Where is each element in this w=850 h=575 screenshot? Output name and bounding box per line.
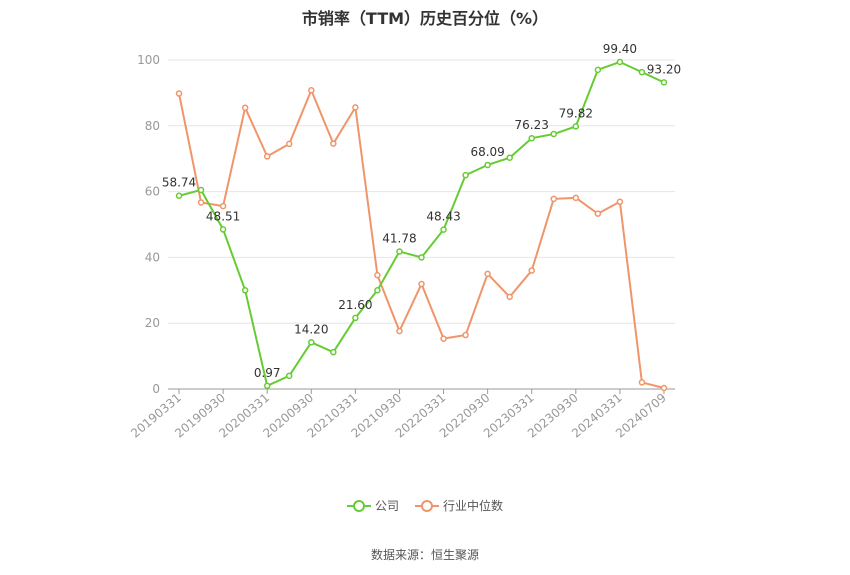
series-line-industry-median [178,89,665,389]
data-point-company[interactable] [352,314,359,322]
data-point-industry-median[interactable] [440,335,447,342]
data-point-company[interactable] [660,79,668,86]
data-label: 99.40 [603,42,637,56]
data-point-company[interactable] [462,171,469,179]
series-layer [175,58,668,392]
y-tick-label: 0 [152,382,160,396]
data-point-industry-median[interactable] [197,199,205,206]
data-label: 58.74 [162,176,196,190]
legend-label-industry-median: 行业中位数 [443,499,504,513]
data-point-industry-median[interactable] [418,280,425,288]
data-point-industry-median[interactable] [308,87,315,94]
data-label: 79.82 [559,106,593,120]
data-point-company[interactable] [484,161,491,169]
y-tick-label: 60 [145,185,160,199]
data-label: 41.78 [382,232,416,246]
data-point-industry-median[interactable] [352,104,359,111]
chart-title: 市销率（TTM）历史百分位（%） [301,9,549,28]
data-point-company[interactable] [418,254,425,261]
data-label: 68.09 [470,145,504,159]
y-tick-label: 80 [145,119,160,133]
line-chart: 0204060801002019033120190930202003312020… [128,42,681,441]
data-label: 48.51 [206,209,240,223]
y-tick-label: 100 [137,53,160,67]
data-point-industry-median[interactable] [506,293,513,301]
y-tick-label: 20 [145,316,160,330]
legend-label-company: 公司 [374,499,399,513]
data-point-industry-median[interactable] [572,194,580,202]
legend-swatch-company [346,499,371,513]
data-point-company[interactable] [440,226,447,233]
data-point-company[interactable] [175,192,183,199]
data-point-industry-median[interactable] [396,327,403,335]
data-point-industry-median[interactable] [462,331,469,339]
data-point-company[interactable] [572,123,580,130]
data-point-industry-median[interactable] [285,140,293,148]
data-label: 21.60 [338,298,372,312]
data-source: 数据来源：恒生聚源 [370,548,479,562]
data-point-industry-median[interactable] [219,202,227,210]
legend-item-company[interactable]: 公司 [346,497,399,514]
data-point-company[interactable] [616,58,624,66]
data-point-industry-median[interactable] [528,267,535,274]
data-label: 48.43 [426,210,460,224]
data-point-industry-median[interactable] [660,384,668,392]
data-point-industry-median[interactable] [263,153,271,160]
data-point-industry-median[interactable] [616,198,624,206]
data-point-company[interactable] [594,66,602,74]
data-point-company[interactable] [506,154,513,161]
data-label: 76.23 [515,118,549,132]
data-labels: 58.74 48.51 0.97 14.20 21.60 41.78 48.43 68.09 7… [162,42,681,380]
data-point-company[interactable] [241,287,249,294]
data-point-company[interactable] [308,339,315,346]
legend: 公司 行业中位数 [0,497,850,514]
data-point-industry-median[interactable] [330,140,337,147]
data-point-company[interactable] [330,348,337,356]
data-point-industry-median[interactable] [374,271,381,279]
data-point-company[interactable] [396,248,403,255]
data-point-company[interactable] [638,68,646,76]
data-point-industry-median[interactable] [175,90,183,97]
data-point-company[interactable] [219,226,227,233]
data-point-company[interactable] [374,287,381,294]
data-label: 14.20 [294,322,328,336]
data-point-company[interactable] [550,130,558,138]
data-label: 0.97 [254,366,281,380]
data-point-industry-median[interactable] [484,270,491,278]
data-point-industry-median[interactable] [638,379,646,386]
data-label: 93.20 [647,62,681,76]
data-point-company[interactable] [197,186,205,194]
legend-swatch-industry-median [415,499,439,513]
data-point-company[interactable] [263,382,271,390]
data-point-company[interactable] [528,134,535,142]
data-point-company[interactable] [285,372,293,380]
y-tick-label: 40 [145,250,160,264]
data-point-industry-median[interactable] [550,195,558,203]
legend-item-industry-median[interactable]: 行业中位数 [415,497,503,514]
data-point-industry-median[interactable] [594,210,602,217]
data-point-industry-median[interactable] [241,104,249,111]
